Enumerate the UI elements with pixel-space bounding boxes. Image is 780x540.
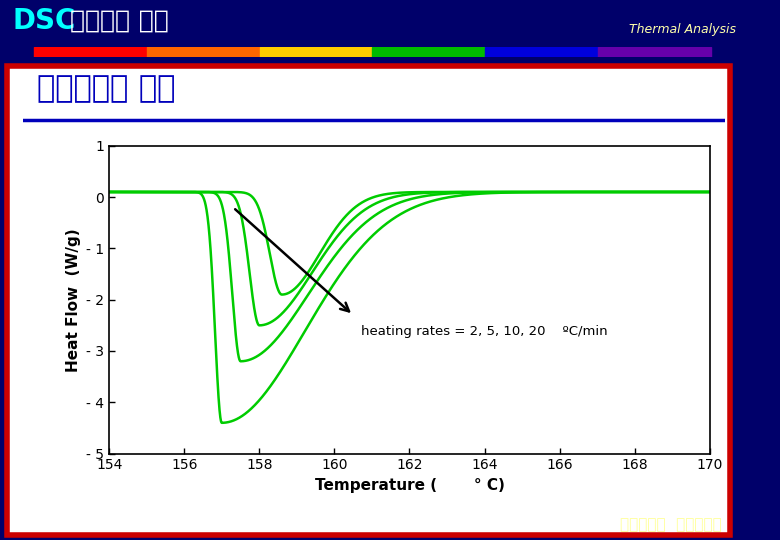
Bar — [147, 47, 260, 57]
Text: heating rates = 2, 5, 10, 20    ºC/min: heating rates = 2, 5, 10, 20 ºC/min — [360, 325, 608, 339]
FancyBboxPatch shape — [8, 66, 730, 535]
Text: 승온속도의 영향: 승온속도의 영향 — [37, 75, 176, 104]
Bar — [485, 47, 598, 57]
Bar — [260, 47, 373, 57]
Text: 데이터의 해석: 데이터의 해석 — [70, 9, 168, 32]
Text: 동아대학교  화학공학과: 동아대학교 화학공학과 — [620, 517, 722, 532]
Text: DSC: DSC — [12, 6, 76, 35]
Bar — [598, 47, 711, 57]
X-axis label: Temperature (       ° C): Temperature ( ° C) — [314, 478, 505, 493]
Bar — [373, 47, 485, 57]
Y-axis label: Heat Flow  (W/g): Heat Flow (W/g) — [66, 228, 80, 372]
Bar — [34, 47, 147, 57]
Text: Thermal Analysis: Thermal Analysis — [629, 23, 736, 36]
